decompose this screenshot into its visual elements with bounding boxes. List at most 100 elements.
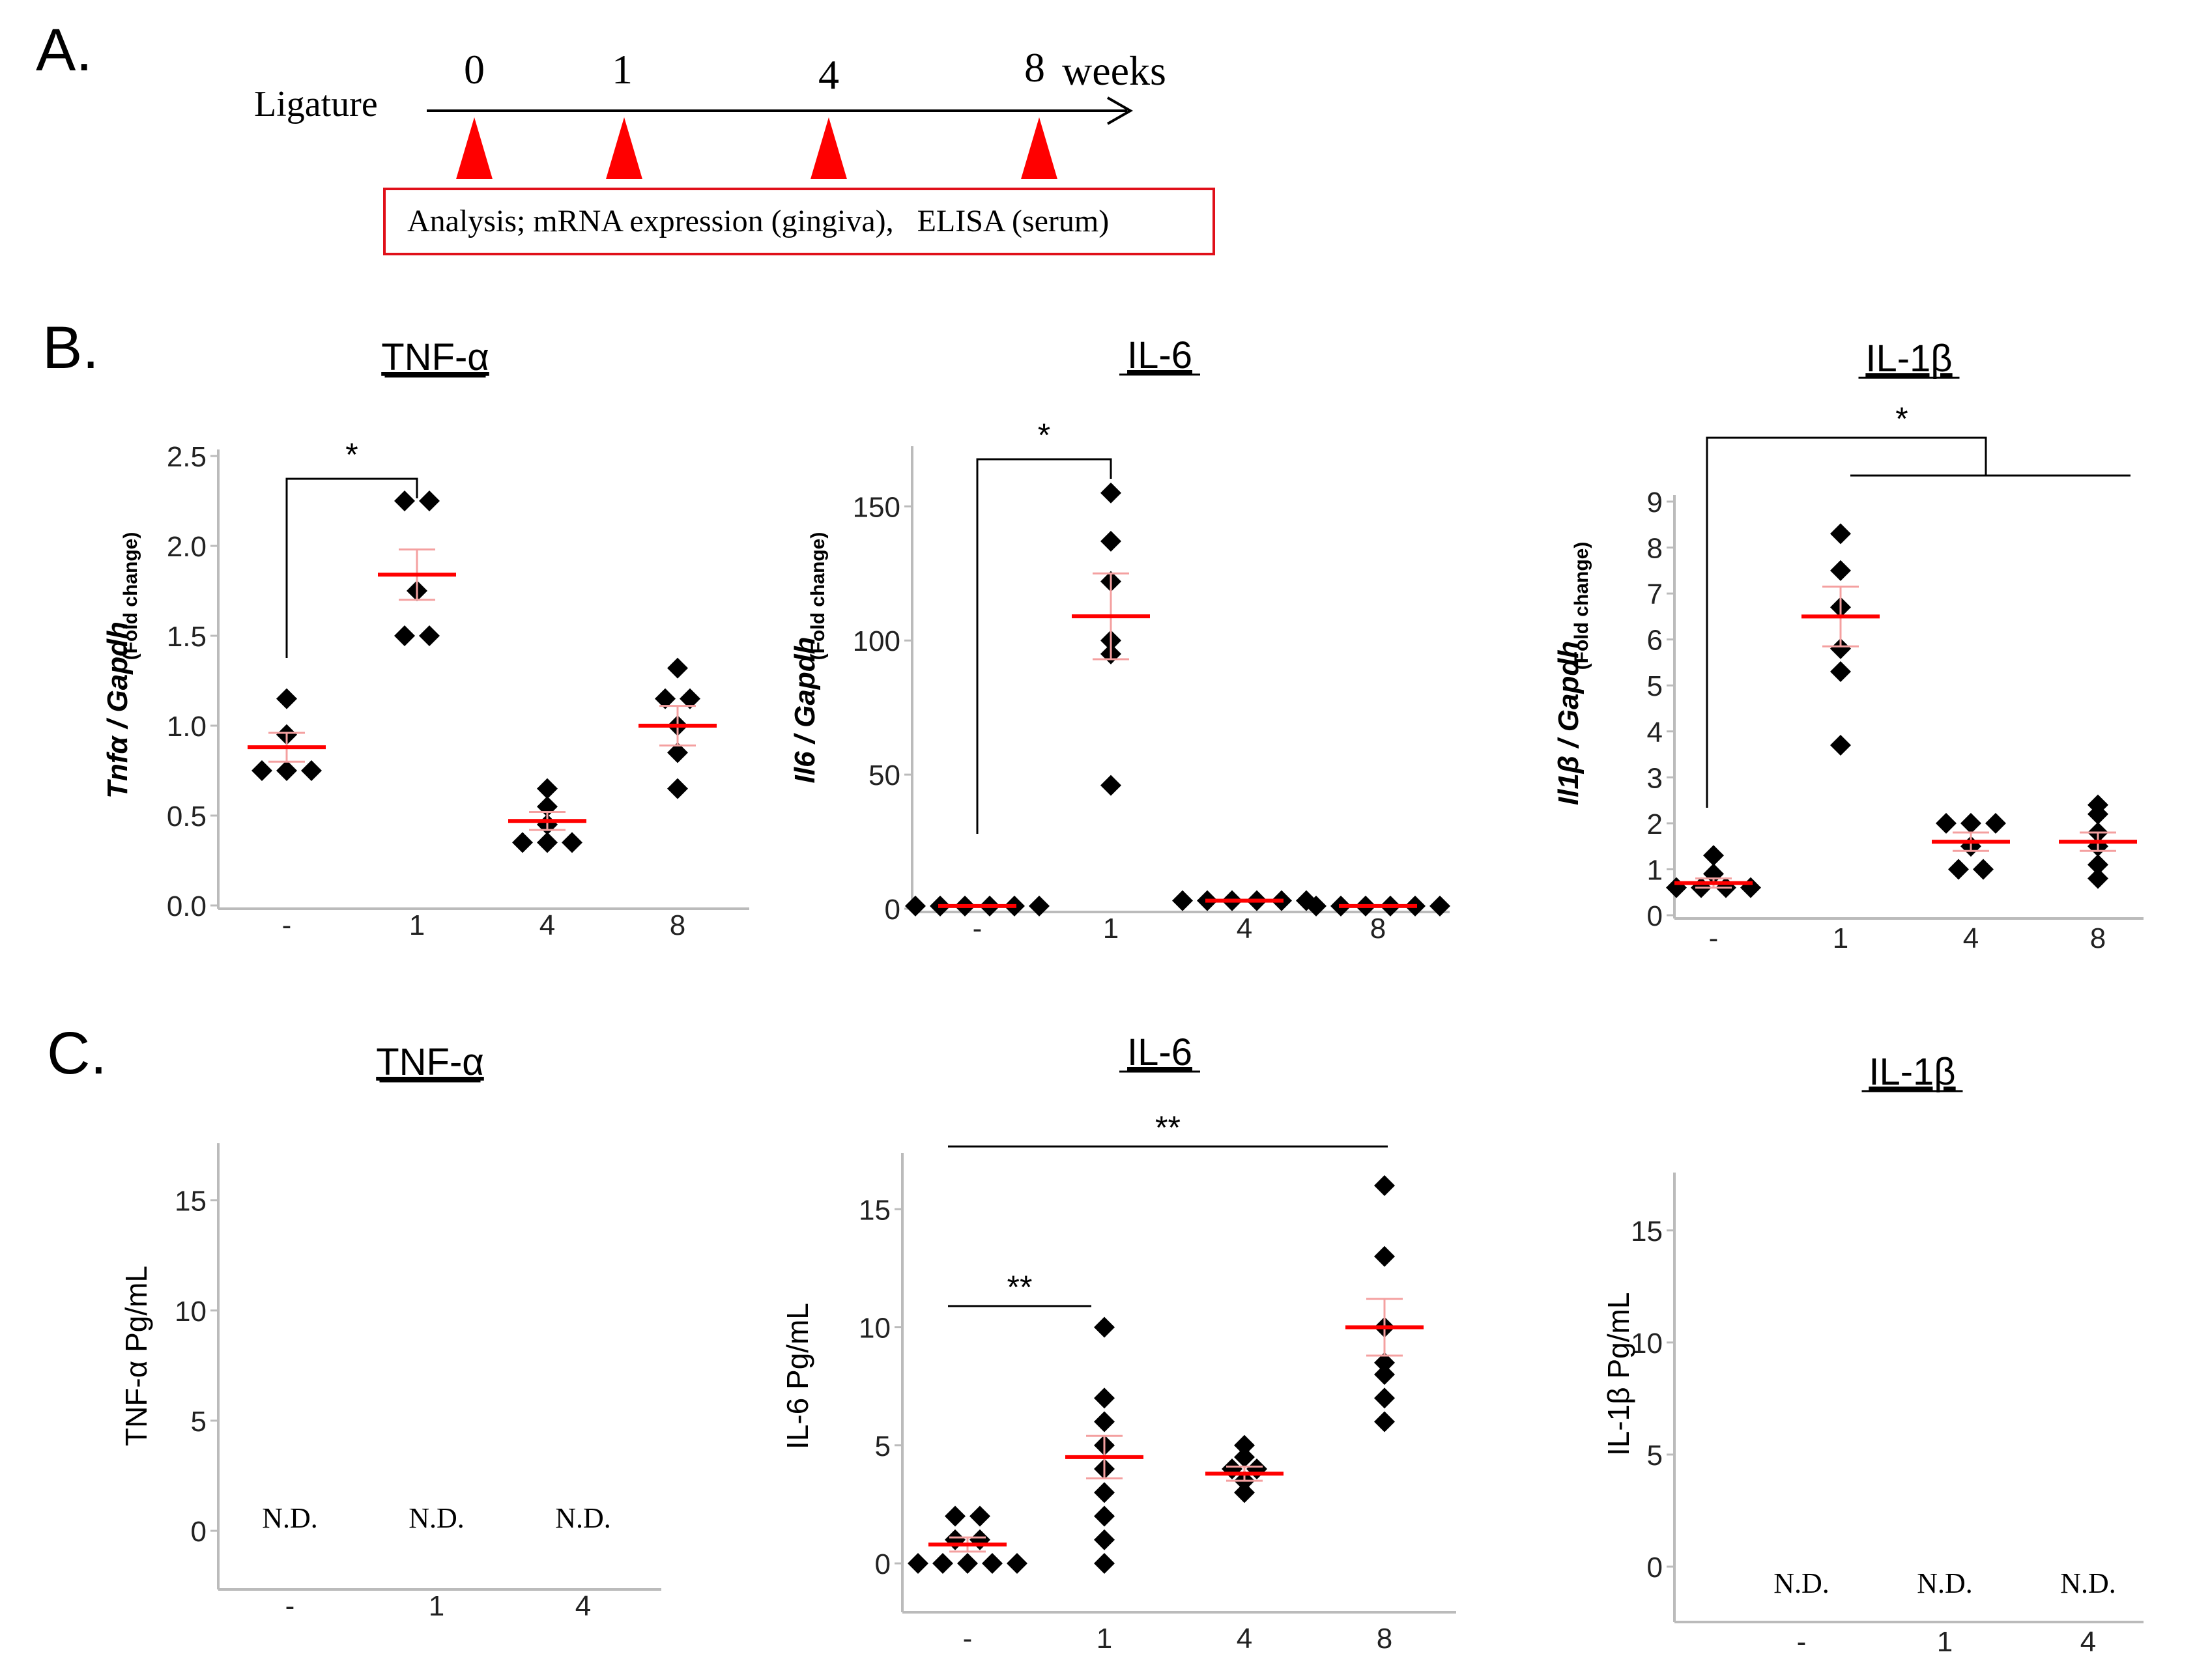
data-point — [251, 760, 272, 781]
y-tick-label: 10 — [175, 1296, 207, 1328]
data-point — [2087, 794, 2108, 816]
data-point — [1830, 734, 1851, 756]
data-point — [1374, 1388, 1395, 1409]
x-tick-label: 8 — [1377, 1623, 1392, 1655]
significance-bracket — [285, 477, 418, 658]
data-point — [1029, 895, 1050, 917]
x-tick-label: - — [282, 909, 292, 941]
data-point — [1234, 1482, 1255, 1503]
x-tick-label: 4 — [1237, 913, 1252, 945]
y-tick-label: 0 — [875, 1548, 891, 1580]
y-axis-label: IL-1β Pg/mL — [1601, 1292, 1635, 1456]
y-tick-label: 10 — [859, 1313, 891, 1345]
data-point — [1094, 1553, 1115, 1574]
y-tick-label: 2.5 — [167, 441, 207, 473]
x-tick-label: 1 — [1937, 1626, 1953, 1658]
timeline-week-0: 0 — [464, 46, 485, 93]
y-axis-label: Il1β / Gapdh — [1553, 641, 1585, 805]
y-tick-label: 7 — [1647, 578, 1663, 610]
data-point — [1374, 1352, 1395, 1373]
data-point — [667, 778, 688, 799]
data-point — [1936, 812, 1957, 834]
y-tick-label: 0 — [191, 1516, 207, 1548]
data-point — [1703, 845, 1724, 866]
data-point — [1094, 1388, 1115, 1409]
data-point — [1960, 812, 1981, 834]
data-point — [1007, 1553, 1027, 1574]
data-point — [394, 625, 415, 646]
chart-title: IL-6 — [1127, 334, 1192, 377]
chart-title: IL-1β — [1869, 1051, 1955, 1093]
data-point — [945, 1505, 966, 1527]
data-point — [908, 1553, 928, 1574]
data-point — [1374, 1411, 1395, 1432]
panel-label-b: B. — [42, 315, 99, 381]
data-point — [537, 832, 558, 853]
data-point — [1100, 530, 1121, 552]
significance-label: ** — [1155, 1109, 1181, 1146]
nd-label: N.D. — [2060, 1567, 2116, 1599]
x-tick-label: 1 — [1103, 913, 1119, 945]
data-point — [1100, 775, 1121, 796]
significance-label: ** — [1007, 1269, 1033, 1305]
data-point — [1094, 1505, 1115, 1527]
x-tick-label: 1 — [409, 909, 425, 941]
data-point — [301, 760, 322, 781]
nd-label: N.D. — [409, 1502, 465, 1534]
x-tick-label: - — [1797, 1626, 1807, 1658]
data-point — [276, 760, 297, 781]
x-tick-label: - — [1709, 922, 1719, 954]
data-point — [667, 742, 688, 763]
data-point — [1666, 877, 1687, 898]
significance-bracket — [976, 458, 1112, 834]
timeline-arrow-head — [1107, 96, 1134, 125]
chart-c-il1b: IL-1β 0 5 10 15 - 1 4 IL-1β Pg/mL N.D. N.D. N.D. — [1601, 1051, 2144, 1658]
data-point — [537, 778, 558, 799]
nd-label: N.D. — [262, 1502, 318, 1534]
data-point — [1234, 1434, 1255, 1456]
chart-title: IL-6 — [1127, 1031, 1192, 1074]
x-tick-label: 8 — [2090, 922, 2106, 954]
data-point — [1740, 877, 1761, 898]
y-tick-label: 5 — [1647, 670, 1663, 702]
data-point — [1094, 1529, 1115, 1550]
data-point — [945, 1529, 966, 1550]
y-tick-label: 1.5 — [167, 621, 207, 653]
y-tick-label: 5 — [1647, 1440, 1663, 1472]
data-point — [1985, 812, 2006, 834]
chart-c-il6: IL-6 0 5 10 15 - 1 4 8 IL-6 Pg/mL ** ** — [781, 1031, 1456, 1655]
y-tick-label: 10 — [1631, 1328, 1663, 1360]
y-tick-label: 2.0 — [167, 531, 207, 563]
analysis-box — [383, 188, 1215, 255]
timeline-start-label: Ligature — [254, 84, 378, 124]
y-tick-label: 9 — [1647, 487, 1663, 519]
timeline-week-4: 4 — [818, 51, 839, 98]
data-point — [562, 832, 582, 853]
y-tick-label: 100 — [853, 625, 900, 657]
y-tick-label: 0 — [885, 894, 900, 926]
x-tick-label: 4 — [2080, 1626, 2096, 1658]
data-point — [2087, 854, 2108, 876]
data-point — [512, 832, 533, 853]
data-point — [667, 657, 688, 679]
x-tick-label: - — [963, 1623, 973, 1655]
y-axis-sublabel: (Fold change) — [1571, 542, 1592, 670]
data-point — [419, 491, 440, 511]
data-point — [1094, 1317, 1115, 1338]
chart-c-tnf: TNF-α 0 5 10 15 - 1 4 TNF-α Pg/mL N.D. N.D. N.D. — [119, 1041, 661, 1622]
data-point — [957, 1553, 978, 1574]
timeline-marker-8 — [1021, 117, 1057, 179]
y-tick-label: 5 — [191, 1406, 207, 1438]
y-tick-label: 15 — [175, 1186, 207, 1217]
timeline-marker-0 — [456, 117, 493, 179]
y-tick-label: 150 — [853, 491, 900, 523]
y-axis-label: Il6 / Gapdh — [789, 637, 821, 784]
data-point — [1973, 859, 1994, 880]
significance-label: * — [1895, 401, 1908, 437]
panel-label-a: A. — [36, 17, 93, 83]
data-point — [1429, 895, 1450, 917]
chart-title: IL-1β — [1865, 337, 1952, 380]
data-point — [1830, 661, 1851, 683]
data-point — [2087, 868, 2108, 889]
